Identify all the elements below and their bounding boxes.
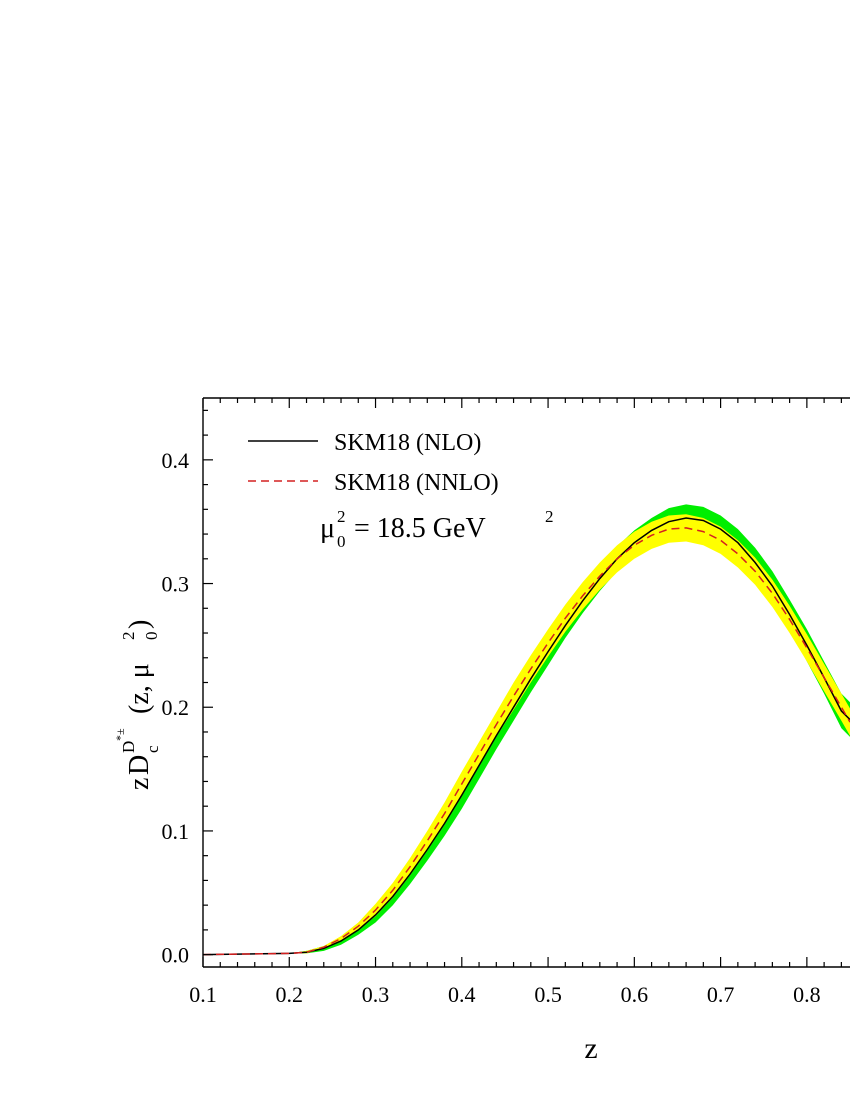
- legend: SKM18 (NLO) SKM18 (NNLO): [248, 430, 499, 496]
- y-axis-label: z D c D *± (z, μ 2 0 ): [113, 620, 162, 790]
- y-tick-label: 0.4: [162, 448, 190, 473]
- ticks: [202, 398, 842, 967]
- x-tick-label: 0.1: [189, 982, 217, 1007]
- x-tick-label: 0.4: [448, 982, 476, 1007]
- y-tick-label: 0.2: [162, 695, 190, 720]
- annotation-unit-sup: 2: [545, 507, 554, 526]
- y-label-sup-base: D: [119, 741, 138, 753]
- y-tick-label: 0.3: [162, 572, 190, 597]
- y-tick-label: 0.1: [162, 819, 190, 844]
- x-tick-label: 0.8: [793, 982, 821, 1007]
- y-label-sup-star: *±: [113, 728, 127, 741]
- series-curves: [203, 517, 850, 956]
- scale-annotation: μ 2 0 = 18.5 GeV 2: [320, 507, 554, 551]
- y-label-sub: c: [143, 745, 162, 753]
- annotation-mu-sub: 0: [337, 532, 346, 551]
- y-label-z: z: [124, 778, 155, 790]
- annotation-mu: μ: [320, 513, 335, 544]
- y-label-open: (z, μ: [124, 663, 155, 714]
- band-series-1: [203, 514, 850, 955]
- curve-series-1: [203, 527, 850, 956]
- y-label-mu-sub: 0: [142, 632, 161, 641]
- x-tick-label: 0.3: [362, 982, 390, 1007]
- y-tick-label: 0.0: [162, 943, 190, 968]
- legend-label-nnlo: SKM18 (NNLO): [334, 470, 499, 496]
- curve-series-0: [203, 517, 850, 956]
- x-tick-label: 0.5: [534, 982, 562, 1007]
- uncertainty-bands: [203, 504, 850, 955]
- x-tick-label: 0.7: [707, 982, 735, 1007]
- legend-label-nlo: SKM18 (NLO): [334, 430, 481, 456]
- annotation-value: = 18.5 GeV: [354, 513, 486, 544]
- tick-labels: 0.1 0.2 0.3 0.4 0.5 0.6 0.7 0.8 0.0 0.1 0.2 0.3 0.4: [162, 448, 821, 1007]
- y-label-close: ): [124, 620, 155, 629]
- y-label-d: D: [124, 755, 155, 775]
- annotation-mu-sup: 2: [337, 507, 346, 526]
- x-axis-label: z: [584, 1032, 597, 1065]
- x-tick-label: 0.6: [621, 982, 649, 1007]
- x-tick-label: 0.2: [276, 982, 304, 1007]
- y-label-mu-sup: 2: [119, 632, 138, 641]
